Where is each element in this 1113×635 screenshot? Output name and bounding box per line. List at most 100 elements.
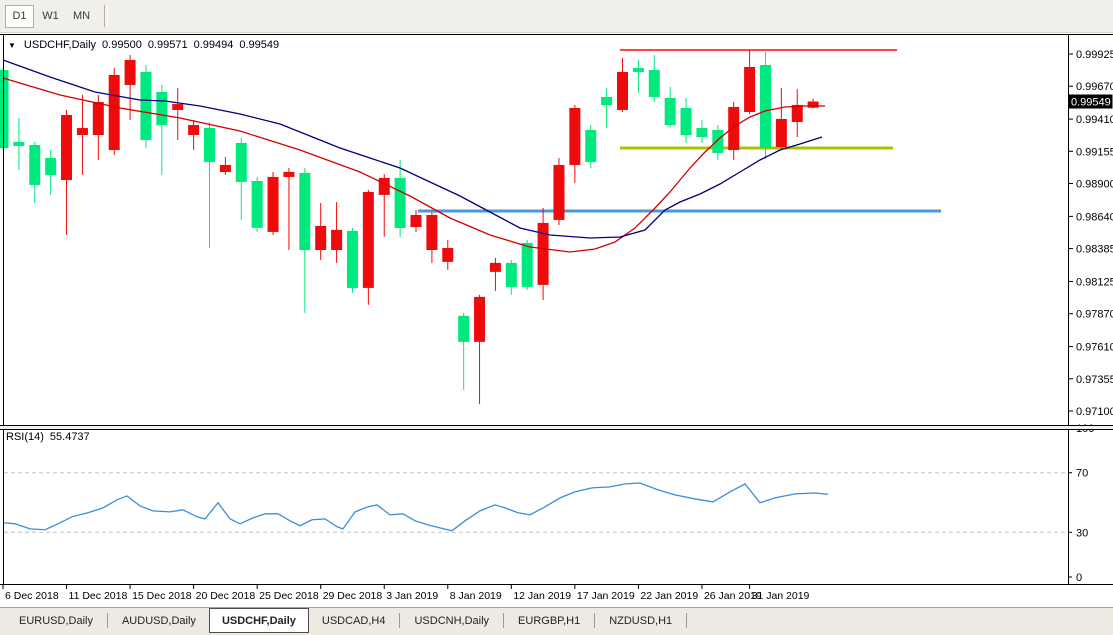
price-axis-label: 0.99670 — [1076, 81, 1113, 93]
candle-body — [648, 70, 660, 97]
tab-audusd-daily[interactable]: AUDUSD,Daily — [121, 614, 196, 627]
candle — [759, 51, 771, 160]
date-label: 20 Dec 2018 — [196, 590, 256, 602]
candle-body — [331, 229, 343, 250]
price-axis-label: 0.99410 — [1076, 114, 1113, 126]
candle — [251, 176, 263, 232]
tab-nzdusd-h1[interactable]: NZDUSD,H1 — [609, 614, 673, 627]
price-axis-label: 0.99155 — [1076, 146, 1113, 158]
tab-usdchf-daily[interactable]: USDCHF,Daily — [208, 608, 309, 633]
current-price-value: 0.99549 — [1071, 97, 1111, 109]
price-axis-label: 0.97355 — [1076, 374, 1113, 386]
candle-body — [156, 92, 168, 126]
date-label: 11 Dec 2018 — [69, 590, 128, 602]
date-label: 25 Dec 2018 — [259, 590, 319, 602]
date-label: 31 Jan 2019 — [752, 590, 810, 602]
symbol-name: USDCHF,Daily — [23, 39, 97, 51]
candle — [156, 84, 168, 175]
candle-body — [92, 102, 104, 136]
tab-separator — [503, 613, 505, 628]
candle — [140, 64, 152, 149]
candle-body — [744, 67, 756, 113]
ohlc-open: 0.99500 — [102, 39, 142, 51]
candle — [29, 141, 41, 203]
candle — [489, 257, 501, 291]
plot-areas[interactable] — [3, 35, 1068, 584]
candle — [553, 158, 565, 225]
candle — [585, 125, 597, 168]
candle — [267, 171, 279, 235]
panel-splitter[interactable] — [0, 426, 1113, 429]
rsi-indicator-name: RSI(14) — [6, 431, 44, 443]
candle — [807, 98, 819, 109]
candle-body — [712, 129, 724, 153]
candle — [76, 94, 88, 175]
candle — [299, 167, 311, 313]
candle-body — [315, 225, 327, 250]
candle-body — [569, 107, 581, 165]
price-axis-label: 0.97610 — [1076, 342, 1113, 354]
candle — [505, 259, 517, 295]
price-axis-label: 0.98900 — [1076, 179, 1113, 191]
candle-body — [759, 64, 771, 149]
candle — [315, 202, 327, 260]
candle-body — [140, 71, 152, 140]
candle-body — [283, 171, 295, 177]
candle-body — [13, 141, 25, 146]
symbol-dropdown-arrow-icon[interactable]: ▼ — [8, 41, 16, 50]
panel-frame — [0, 34, 1113, 585]
candle-body — [362, 191, 374, 288]
candle — [378, 174, 390, 237]
timeframe-button-w1[interactable]: W1 — [42, 10, 59, 22]
candle-body — [346, 230, 358, 288]
horizontal-lines-layer — [418, 48, 941, 213]
candle — [45, 150, 57, 195]
candle-body — [172, 104, 184, 110]
timeframe-button-d1[interactable]: D1 — [5, 4, 34, 28]
candle — [235, 138, 247, 220]
date-label: 17 Jan 2019 — [577, 590, 635, 602]
candle — [13, 117, 25, 171]
candle-body — [617, 71, 629, 110]
price-axis[interactable]: 0.99925 0.99670 0.99410 0.99155 0.98900 0.986… — [1068, 49, 1113, 418]
price-axis-label: 0.99925 — [1076, 49, 1113, 61]
candle — [394, 160, 406, 237]
candle-body — [378, 177, 390, 195]
candle-body — [124, 59, 136, 85]
ohlc-low: 0.99494 — [193, 39, 234, 51]
candle-body — [521, 242, 533, 287]
price-axis-label: 0.97100 — [1076, 406, 1113, 418]
timeframe-button-mn[interactable]: MN — [72, 10, 91, 22]
tab-eurgbp-h1[interactable]: EURGBP,H1 — [518, 614, 581, 627]
candle-body — [775, 118, 787, 148]
tab-usdcad-h4[interactable]: USDCAD,H4 — [321, 614, 386, 627]
date-label: 3 Jan 2019 — [386, 590, 438, 602]
tab-usdcnh-daily[interactable]: USDCNH,Daily — [414, 614, 490, 627]
footer-strip — [0, 633, 1113, 635]
candle — [219, 156, 231, 175]
candle-body — [299, 173, 311, 250]
candle — [474, 294, 486, 404]
symbol-readout: ▼ USDCHF,Daily 0.99500 0.99571 0.99494 0… — [8, 39, 279, 52]
tab-eurusd-daily[interactable]: EURUSD,Daily — [19, 614, 93, 627]
date-axis[interactable]: 6 Dec 2018 11 Dec 2018 15 Dec 2018 20 Dec 2… — [2, 585, 810, 602]
moving-averages-layer — [2, 59, 825, 253]
candle — [617, 57, 629, 113]
rsi-plot-area — [3, 429, 1068, 584]
price-axis-label: 0.98640 — [1076, 211, 1113, 223]
candle — [648, 55, 660, 103]
candle — [410, 209, 422, 232]
candle — [791, 89, 803, 138]
candle-body — [45, 158, 57, 175]
toolbar-separator — [104, 5, 108, 27]
candle-body — [474, 296, 486, 342]
candle-body — [807, 101, 819, 108]
candle — [569, 104, 581, 183]
date-label: 26 Jan 2019 — [704, 590, 762, 602]
candle-body — [505, 262, 517, 287]
candle — [744, 49, 756, 115]
candle-body — [489, 262, 501, 272]
main-plot-area — [3, 35, 1068, 425]
candle — [172, 87, 184, 140]
